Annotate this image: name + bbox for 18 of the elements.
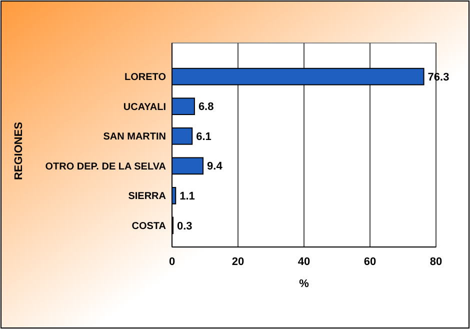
data-label: 6.1 <box>196 130 212 143</box>
x-tick-label: 0 <box>168 256 176 268</box>
y-tick-label: OTRO DEP. DE LA SELVA <box>45 161 166 172</box>
y-tick-label: SIERRA <box>128 191 166 202</box>
data-label: 0.3 <box>176 220 192 232</box>
data-label: 1.1 <box>180 190 195 202</box>
x-tick-label: 40 <box>298 256 310 268</box>
y-tick-label: SAN MARTIN <box>103 132 166 143</box>
x-tick-label: 60 <box>364 256 376 268</box>
x-tick-label: 20 <box>232 256 244 268</box>
data-label: 6.8 <box>198 101 214 114</box>
y-axis-title: REGIONES <box>13 122 25 180</box>
y-tick-label: COSTA <box>132 220 166 232</box>
y-tick-label: LORETO <box>124 72 166 84</box>
x-tick-label: 80 <box>430 256 442 268</box>
y-tick-label: UCAYALI <box>123 102 166 113</box>
x-axis-title: % <box>299 278 310 290</box>
data-label: 9.4 <box>207 160 224 173</box>
